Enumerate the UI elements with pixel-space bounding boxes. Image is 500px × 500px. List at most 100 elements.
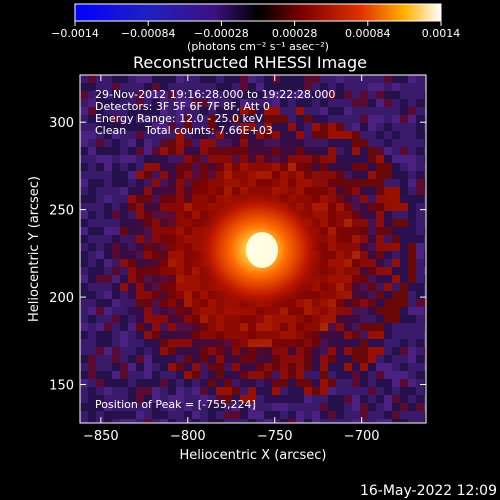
image-pixel <box>288 411 296 419</box>
image-pixel <box>96 131 104 139</box>
image-pixel <box>280 395 288 403</box>
image-pixel <box>424 355 426 363</box>
image-pixel <box>96 203 104 211</box>
image-pixel <box>200 107 208 115</box>
image-pixel <box>96 179 104 187</box>
image-pixel <box>400 347 408 355</box>
image-pixel <box>304 115 312 123</box>
image-pixel <box>296 115 304 123</box>
image-pixel <box>88 235 96 243</box>
image-pixel <box>392 187 400 195</box>
image-pixel <box>400 195 408 203</box>
image-pixel <box>88 91 96 99</box>
image-pixel <box>280 107 288 115</box>
image-pixel <box>312 123 320 131</box>
image-pixel <box>368 147 376 155</box>
image-pixel <box>152 403 160 411</box>
image-pixel <box>88 171 96 179</box>
image-pixel <box>344 91 352 99</box>
image-pixel <box>128 147 136 155</box>
image-pixel <box>80 387 88 395</box>
image-pixel <box>80 355 88 363</box>
image-pixel <box>416 147 424 155</box>
image-pixel <box>408 275 416 283</box>
image-pixel <box>392 347 400 355</box>
image-pixel <box>80 75 88 83</box>
image-pixel <box>424 371 426 379</box>
image-pixel <box>392 155 400 163</box>
image-pixel <box>424 139 426 147</box>
image-pixel <box>120 411 128 419</box>
colorbar-tick-label: 0.00028 <box>272 27 318 40</box>
image-pixel <box>408 123 416 131</box>
image-pixel <box>424 187 426 195</box>
image-pixel <box>312 395 320 403</box>
image-pixel <box>248 107 256 115</box>
image-pixel <box>112 115 120 123</box>
image-pixel <box>416 107 424 115</box>
x-tick-label: −800 <box>170 429 206 444</box>
image-pixel <box>392 395 400 403</box>
image-pixel <box>344 83 352 91</box>
image-pixel <box>376 347 384 355</box>
image-pixel <box>88 203 96 211</box>
image-pixel <box>168 395 176 403</box>
image-pixel <box>384 403 392 411</box>
image-pixel <box>408 315 416 323</box>
image-pixel <box>424 75 426 83</box>
image-pixel <box>416 179 424 187</box>
image-pixel <box>424 243 426 251</box>
image-pixel <box>368 155 376 163</box>
image-pixel <box>88 227 96 235</box>
image-pixel <box>368 363 376 371</box>
image-pixel <box>256 91 264 99</box>
image-pixel <box>408 195 416 203</box>
image-pixel <box>128 395 136 403</box>
image-pixel <box>168 403 176 411</box>
image-pixel <box>176 395 184 403</box>
image-pixel <box>120 123 128 131</box>
image-pixel <box>88 107 96 115</box>
image-pixel <box>416 267 424 275</box>
image-pixel <box>104 331 112 339</box>
image-pixel <box>296 75 304 83</box>
image-pixel <box>408 291 416 299</box>
image-pixel <box>88 323 96 331</box>
image-pixel <box>392 387 400 395</box>
image-pixel <box>208 419 216 423</box>
image-pixel <box>424 147 426 155</box>
image-pixel <box>400 171 408 179</box>
image-pixel <box>88 363 96 371</box>
image-pixel <box>176 403 184 411</box>
image-pixel <box>152 387 160 395</box>
image-pixel <box>144 363 152 371</box>
annotation-peak: Position of Peak = [-755,224] <box>95 398 256 411</box>
image-pixel <box>104 131 112 139</box>
plot-frame <box>79 74 427 424</box>
image-pixel <box>176 387 184 395</box>
image-pixel <box>272 83 280 91</box>
image-pixel <box>392 355 400 363</box>
image-pixel <box>344 107 352 115</box>
image-pixel <box>112 331 120 339</box>
image-pixel <box>128 363 136 371</box>
image-pixel <box>80 395 88 403</box>
image-pixel <box>328 379 336 387</box>
image-pixel <box>336 123 344 131</box>
image-pixel <box>80 411 88 419</box>
image-pixel <box>288 387 296 395</box>
image-pixel <box>104 187 112 195</box>
image-pixel <box>128 123 136 131</box>
image-pixel <box>384 339 392 347</box>
image-pixel <box>392 91 400 99</box>
image-pixel <box>112 163 120 171</box>
image-pixel <box>344 395 352 403</box>
image-pixel <box>160 387 168 395</box>
annotation-energy: Energy Range: 12.0 - 25.0 keV <box>95 112 263 125</box>
image-pixel <box>376 395 384 403</box>
image-pixel <box>400 123 408 131</box>
image-pixel <box>96 395 104 403</box>
image-pixel <box>336 379 344 387</box>
image-pixel <box>240 395 248 403</box>
